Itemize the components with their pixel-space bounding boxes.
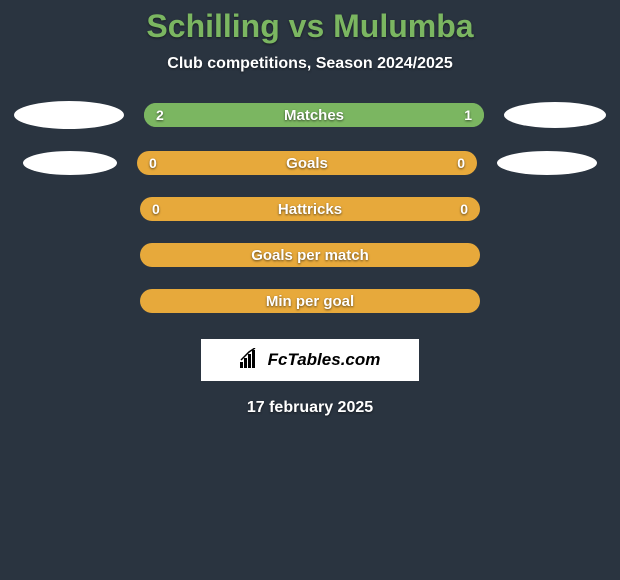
bar-label: Goals — [137, 151, 477, 175]
page-title: Schilling vs Mulumba — [0, 8, 620, 45]
right-ellipse-icon — [504, 102, 606, 128]
comparison-rows: 21Matches 00Goals 00Hattricks Goals per mat… — [0, 101, 620, 313]
stat-bar: 21Matches — [144, 103, 484, 127]
date-line: 17 february 2025 — [0, 399, 620, 417]
stat-bar: Goals per match — [140, 243, 480, 267]
stat-bar: Min per goal — [140, 289, 480, 313]
left-ellipse-icon — [14, 101, 124, 129]
bar-label: Goals per match — [140, 243, 480, 267]
right-ellipse-icon — [497, 151, 597, 175]
stat-row: Goals per match — [0, 243, 620, 267]
left-ellipse-placeholder — [20, 243, 120, 267]
right-ellipse-placeholder — [500, 289, 600, 313]
right-ellipse-placeholder — [500, 197, 600, 221]
right-ellipse-placeholder — [500, 243, 600, 267]
bar-label: Hattricks — [140, 197, 480, 221]
left-ellipse-icon — [23, 151, 117, 175]
page-subtitle: Club competitions, Season 2024/2025 — [0, 55, 620, 73]
stat-row: 00Goals — [0, 151, 620, 175]
bar-label: Matches — [144, 103, 484, 127]
brand-text: FcTables.com — [268, 350, 381, 370]
brand-badge: FcTables.com — [201, 339, 419, 381]
left-ellipse-placeholder — [20, 197, 120, 221]
stat-bar: 00Goals — [137, 151, 477, 175]
brand-chart-icon — [240, 348, 262, 373]
stat-row: Min per goal — [0, 289, 620, 313]
stat-row: 00Hattricks — [0, 197, 620, 221]
stat-bar: 00Hattricks — [140, 197, 480, 221]
comparison-card: Schilling vs Mulumba Club competitions, … — [0, 0, 620, 417]
left-ellipse-placeholder — [20, 289, 120, 313]
bar-label: Min per goal — [140, 289, 480, 313]
stat-row: 21Matches — [0, 101, 620, 129]
